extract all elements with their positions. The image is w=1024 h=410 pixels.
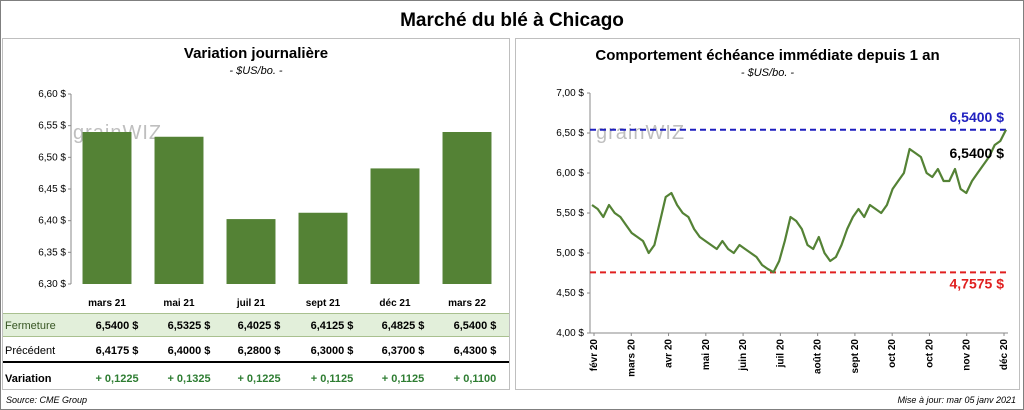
bar bbox=[226, 219, 276, 284]
precedent-label: Précédent bbox=[5, 345, 56, 357]
row-variation: Variation + 0,1225 + 0,1325 + 0,1225 + 0… bbox=[3, 367, 509, 391]
y-tick-label: 7,00 $ bbox=[556, 88, 584, 99]
y-tick-label: 4,50 $ bbox=[556, 288, 584, 299]
fermeture-cell: 6,5325 $ bbox=[167, 320, 211, 332]
y-tick-label: 6,35 $ bbox=[38, 247, 66, 258]
bar bbox=[442, 132, 492, 284]
x-tick-label: déc 21 bbox=[379, 298, 411, 309]
y-tick-label: 6,30 $ bbox=[38, 279, 66, 290]
x-tick-label: févr 20 bbox=[589, 339, 600, 372]
x-tick-label: mars 21 bbox=[88, 298, 126, 309]
update-note: Mise à jour: mar 05 janv 2021 bbox=[897, 395, 1016, 405]
last-value-label: 6,5400 $ bbox=[950, 145, 1005, 161]
y-tick-label: 6,45 $ bbox=[38, 184, 66, 195]
watermark: grainWIZ bbox=[596, 122, 685, 144]
x-tick-label: sept 20 bbox=[850, 339, 861, 374]
precedent-cell: 6,4000 $ bbox=[167, 345, 211, 357]
precedent-cell: 6,4300 $ bbox=[453, 345, 497, 357]
variation-cell: + 0,1100 bbox=[453, 373, 497, 385]
x-tick-label: avr 20 bbox=[664, 339, 675, 368]
y-tick-label: 4,00 $ bbox=[556, 328, 584, 339]
fermeture-cell: 6,5400 $ bbox=[453, 320, 497, 332]
bar bbox=[298, 212, 348, 284]
precedent-cell: 6,2800 $ bbox=[237, 345, 281, 357]
precedent-cell: 6,3000 $ bbox=[310, 345, 354, 357]
x-tick-label: mai 20 bbox=[701, 339, 712, 371]
variation-cell: + 0,1325 bbox=[167, 373, 211, 385]
bar-chart: grainWIZ 6,30 $6,35 $6,40 $6,45 $6,50 $6… bbox=[38, 89, 492, 309]
precedent-cell: 6,4175 $ bbox=[95, 345, 139, 357]
x-tick-label: juin 20 bbox=[738, 339, 749, 372]
x-tick-label: sept 21 bbox=[306, 298, 341, 309]
x-tick-label: oct 20 bbox=[924, 339, 935, 368]
y-tick-label: 6,00 $ bbox=[556, 168, 584, 179]
variation-cell: + 0,1225 bbox=[237, 373, 281, 385]
x-tick-label: déc 20 bbox=[999, 339, 1010, 371]
right-panel-subtitle: - $US/bo. - bbox=[740, 67, 795, 79]
price-series-line bbox=[591, 129, 1007, 274]
y-tick-label: 5,00 $ bbox=[556, 248, 584, 259]
bar bbox=[370, 168, 420, 284]
variation-label: Variation bbox=[5, 373, 52, 385]
fermeture-cell: 6,4825 $ bbox=[381, 320, 425, 332]
y-tick-label: 6,60 $ bbox=[38, 89, 66, 100]
y-tick-label: 6,55 $ bbox=[38, 121, 66, 132]
fermeture-label: Fermeture bbox=[5, 320, 56, 332]
row-fermeture: Fermeture 6,5400 $ 6,5325 $ 6,4025 $ 6,4… bbox=[3, 313, 509, 337]
high-value-label: 6,5400 $ bbox=[950, 109, 1005, 125]
one-year-panel: Comportement échéance immédiate depuis 1… bbox=[515, 38, 1020, 390]
y-tick-label: 6,50 $ bbox=[38, 152, 66, 163]
variation-cell: + 0,1125 bbox=[381, 373, 425, 385]
x-tick-label: mars 22 bbox=[448, 298, 486, 309]
bar bbox=[154, 136, 204, 284]
x-tick-label: juil 20 bbox=[775, 339, 786, 369]
x-tick-label: juil 21 bbox=[236, 298, 266, 309]
left-panel-title: Variation journalière bbox=[183, 45, 329, 62]
y-tick-label: 6,40 $ bbox=[38, 216, 66, 227]
x-tick-label: août 20 bbox=[813, 339, 824, 374]
source-note: Source: CME Group bbox=[6, 395, 88, 405]
x-tick-label: nov 20 bbox=[962, 339, 973, 371]
x-tick-label: mai 21 bbox=[163, 298, 195, 309]
right-panel-title: Comportement échéance immédiate depuis 1… bbox=[595, 47, 940, 64]
line-chart: grainWIZ 4,00 $ 4,50 $ 5,00 $ 5,50 $ 6,00 $ 6… bbox=[556, 88, 1010, 377]
x-tick-label: oct 20 bbox=[887, 339, 898, 368]
daily-variation-panel: Variation journalière - $US/bo. - grainW… bbox=[2, 38, 510, 390]
y-tick-label: 6,50 $ bbox=[556, 128, 584, 139]
fermeture-cell: 6,4025 $ bbox=[237, 320, 281, 332]
y-tick-label: 5,50 $ bbox=[556, 208, 584, 219]
x-tick-label: mars 20 bbox=[626, 339, 637, 377]
bar bbox=[82, 132, 132, 284]
variation-cell: + 0,1125 bbox=[310, 373, 354, 385]
fermeture-cell: 6,4125 $ bbox=[310, 320, 354, 332]
variation-cell: + 0,1225 bbox=[95, 373, 139, 385]
main-title: Marché du blé à Chicago bbox=[400, 10, 624, 31]
low-value-label: 4,7575 $ bbox=[950, 275, 1005, 291]
left-panel-subtitle: - $US/bo. - bbox=[229, 65, 283, 77]
fermeture-cell: 6,5400 $ bbox=[95, 320, 139, 332]
precedent-cell: 6,3700 $ bbox=[381, 345, 425, 357]
row-precedent: Précédent 6,4175 $ 6,4000 $ 6,2800 $ 6,3… bbox=[3, 339, 509, 363]
